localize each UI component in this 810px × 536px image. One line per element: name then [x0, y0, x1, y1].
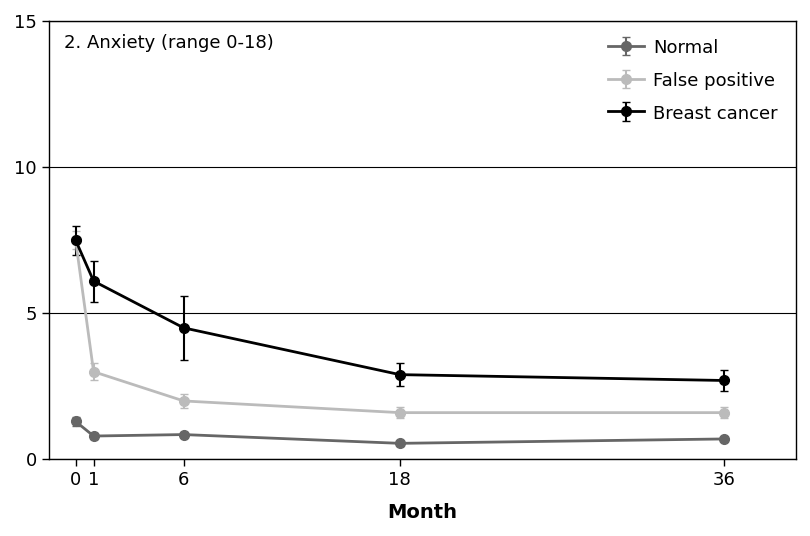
Legend: Normal, False positive, Breast cancer: Normal, False positive, Breast cancer [599, 30, 787, 132]
X-axis label: Month: Month [387, 503, 458, 522]
Text: 2. Anxiety (range 0-18): 2. Anxiety (range 0-18) [63, 34, 273, 52]
